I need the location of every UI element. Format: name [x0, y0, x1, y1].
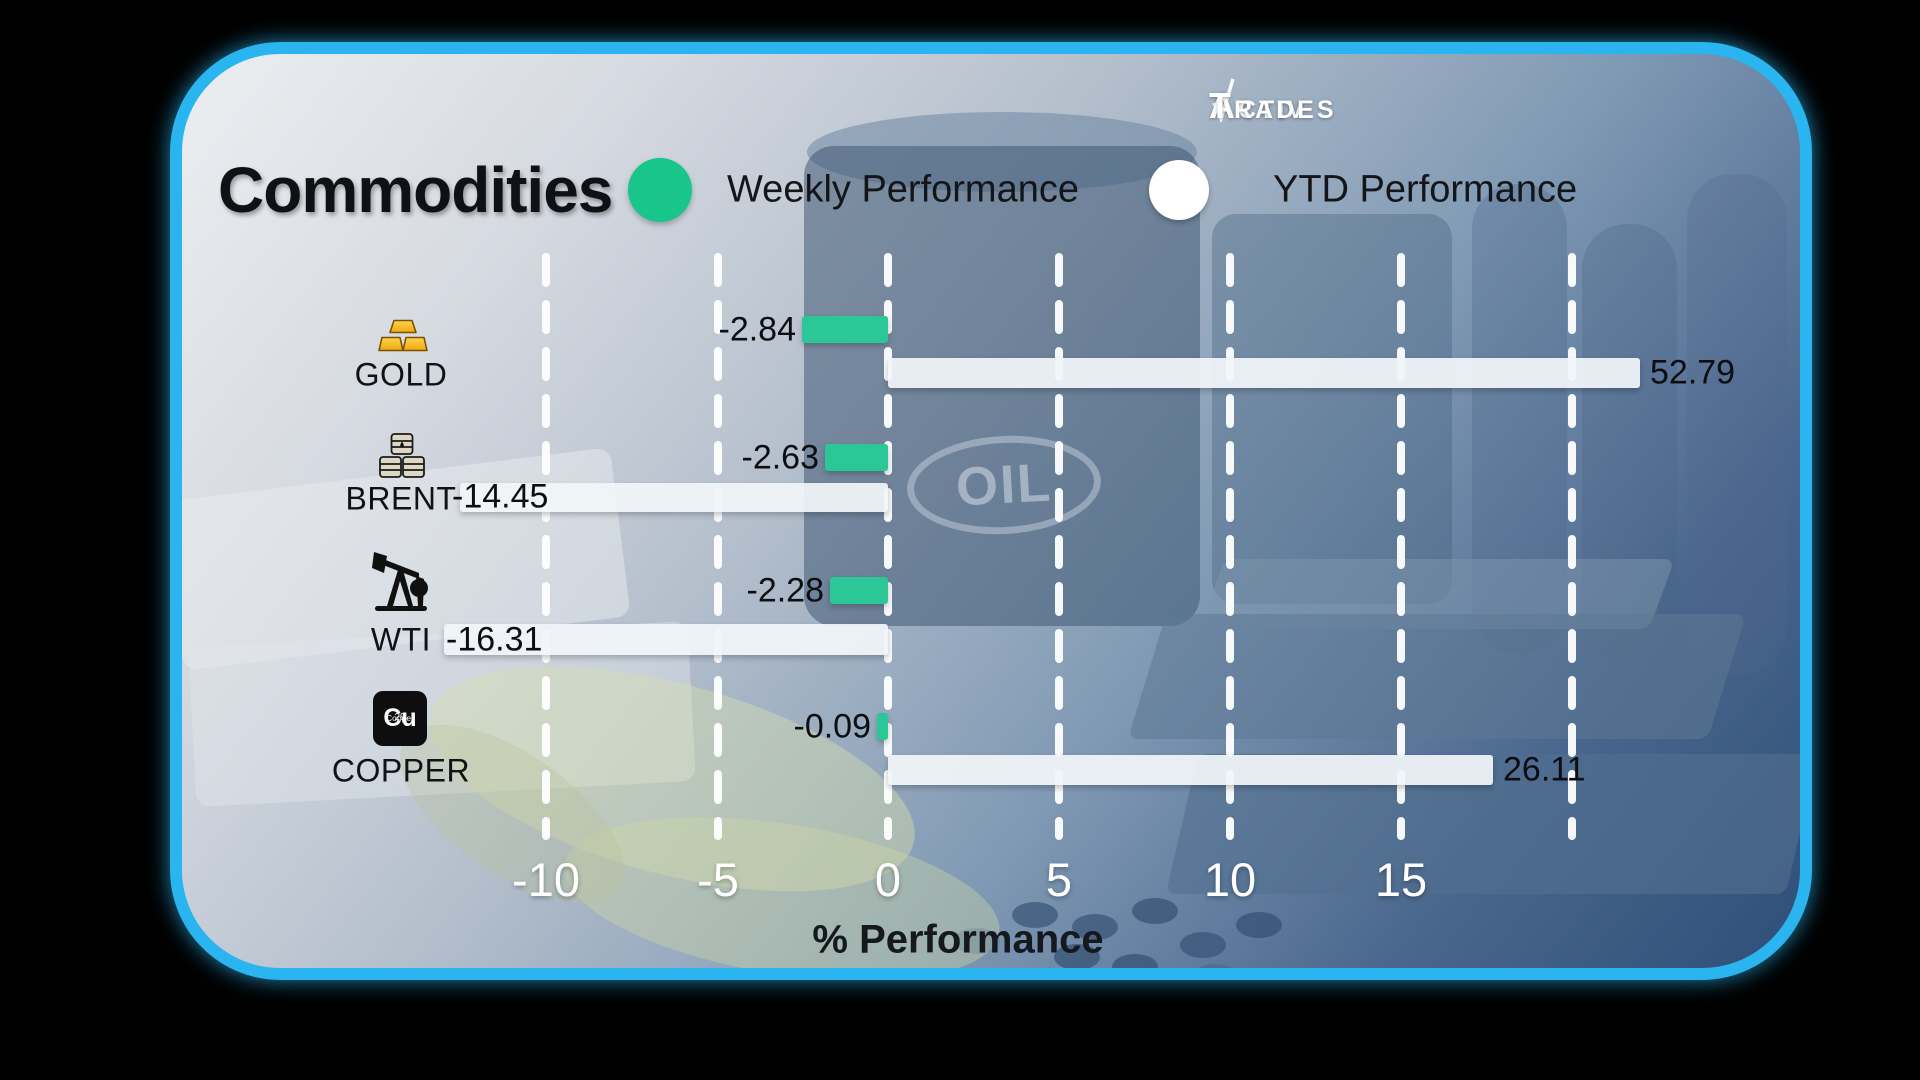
gold-ytd-bar [888, 358, 1640, 388]
card: OIL [170, 42, 1812, 980]
wti-weekly-bar [830, 577, 888, 604]
wti-ytd-bar [444, 624, 888, 655]
x-tick: 10 [1203, 853, 1257, 906]
category-label-wti: WTI [370, 621, 432, 658]
gold-weekly-value: -2.84 [718, 310, 797, 349]
wti-weekly-value: -2.28 [746, 571, 825, 610]
oil-barrels-icon [377, 432, 427, 480]
category-label-copper: COPPER [331, 752, 471, 789]
category-label-brent: BRENT [345, 480, 457, 517]
x-tick: 0 [874, 853, 902, 906]
x-tick: 15 [1374, 853, 1428, 906]
copper-weekly-value: -0.09 [793, 707, 872, 746]
gold-ytd-value: 52.79 [1650, 353, 1736, 392]
logo-check-icon [1212, 78, 1235, 122]
activtrades-logo: Activ Trades [1209, 78, 1334, 126]
copper-symbol: Cu [383, 704, 417, 732]
page-title: Commodities [218, 154, 613, 226]
copper-element-icon: 29 Cu Copper [373, 691, 427, 746]
metal-cylinder-art [1687, 174, 1787, 674]
ytd-legend-label: YTD Performance [1273, 168, 1578, 211]
background-art: OIL [182, 54, 1800, 968]
copper-weekly-bar [877, 713, 888, 740]
coins-art [1012, 902, 1058, 928]
brent-ytd-value: -14.45 [452, 477, 549, 516]
copper-name: Copper [386, 713, 414, 724]
gold-bars-icon [378, 317, 428, 354]
weekly-legend-swatch [628, 158, 692, 222]
x-tick: -10 [512, 853, 580, 906]
x-axis-title: % Performance [812, 917, 1104, 962]
brent-weekly-value: -2.63 [741, 438, 820, 477]
oil-barrel-art [1212, 214, 1452, 604]
category-label-gold: GOLD [354, 356, 448, 393]
x-tick: 5 [1045, 853, 1073, 906]
copper-ytd-value: 26.11 [1503, 750, 1586, 789]
oil-pumpjack-icon [372, 548, 432, 612]
copper-atomic-number: 29 [394, 712, 406, 723]
logo-word-activ: Activ [1209, 85, 1307, 126]
copper-ytd-bar [888, 755, 1493, 785]
brent-weekly-bar [825, 444, 888, 471]
logo-word-trades: Trades [1209, 85, 1337, 126]
brent-ytd-bar [460, 483, 888, 512]
gold-weekly-bar [802, 316, 888, 343]
x-tick: -5 [697, 853, 739, 906]
wti-ytd-value: -16.31 [446, 620, 543, 659]
ytd-legend-swatch [1149, 160, 1209, 220]
weekly-legend-label: Weekly Performance [727, 168, 1079, 211]
